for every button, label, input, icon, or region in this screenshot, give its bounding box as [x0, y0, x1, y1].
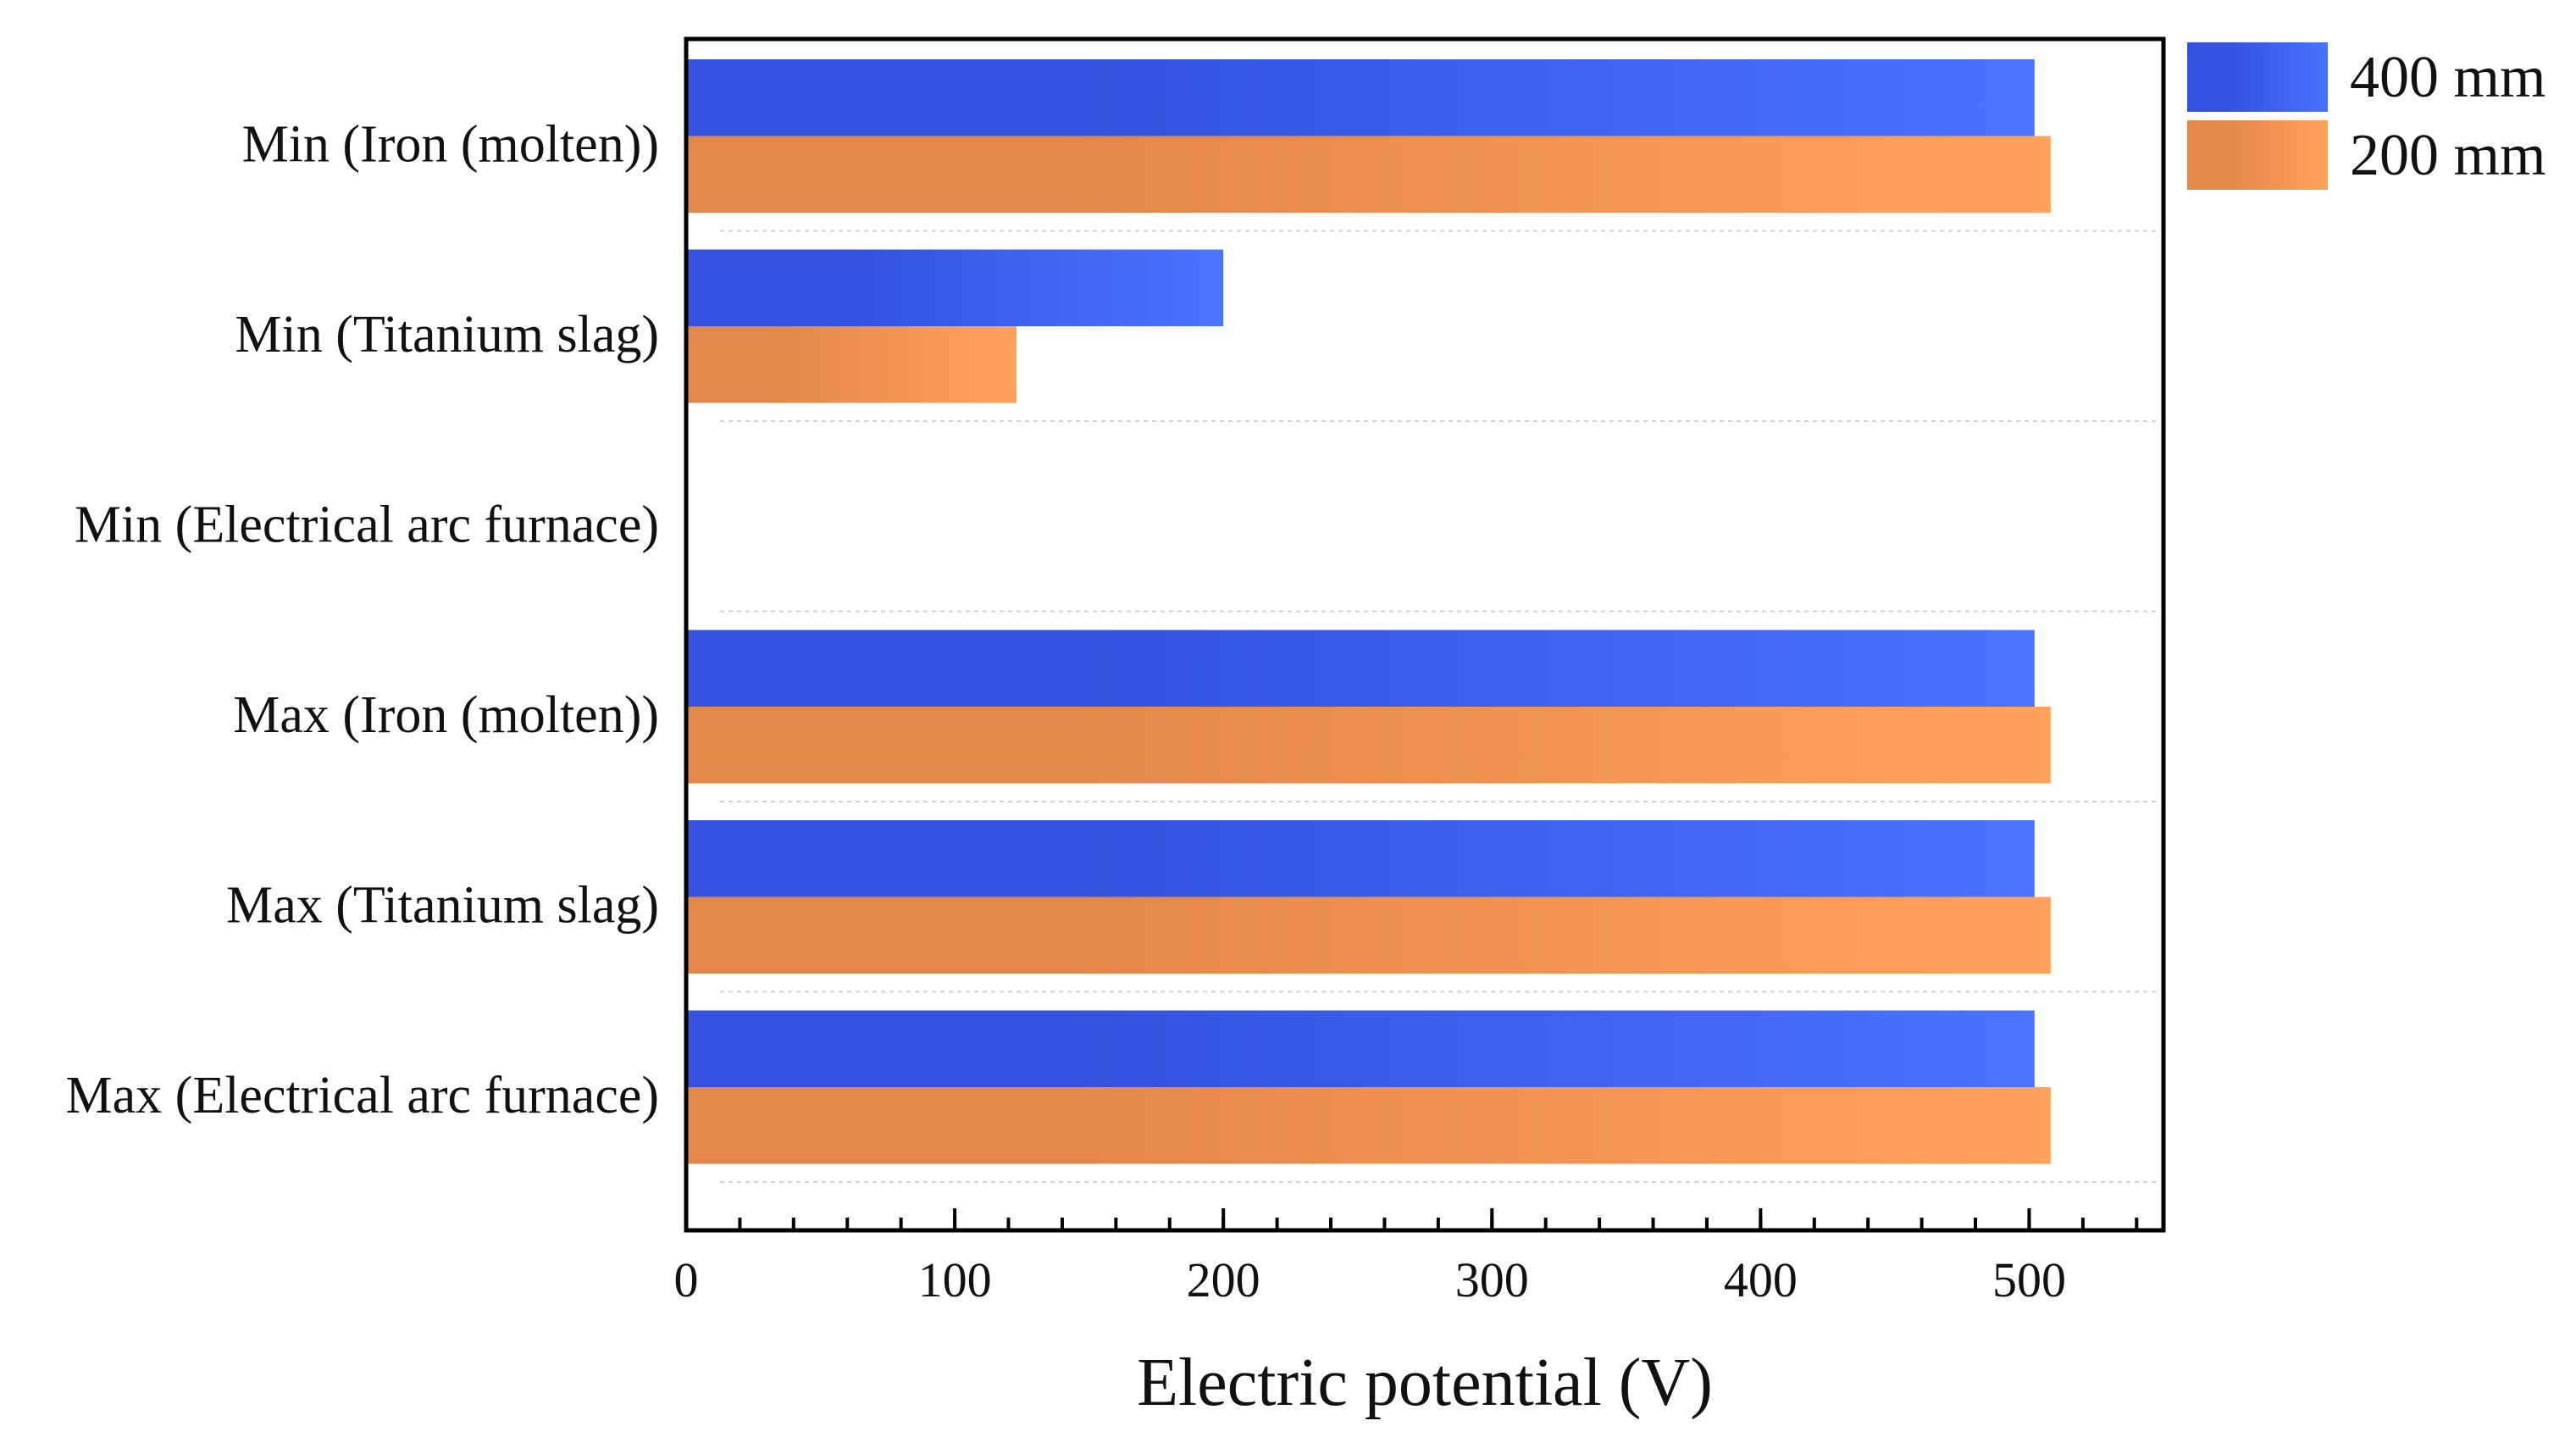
category-label-min-electrical-arc-furnace: Min (Electrical arc furnace): [75, 497, 659, 554]
bar-200-mm-max-electrical-arc-furnace: [686, 1087, 2051, 1164]
legend-label-400-mm: 400 mm: [2350, 45, 2546, 110]
x-axis-ticks: 0 100 200 300 400 500: [674, 1208, 2139, 1307]
x-tick-label-300: 300: [1455, 1252, 1529, 1307]
category-label-max-iron-molten: Max (Iron (molten)): [233, 686, 659, 744]
bar-400-mm-min-iron-molten: [686, 59, 2035, 136]
bar-200-mm-min-iron-molten: [686, 136, 2051, 213]
plot-frame: [684, 36, 2166, 1233]
x-axis-title: Electric potential (V): [1137, 1346, 1713, 1420]
bars: [686, 59, 2051, 1164]
bar-200-mm-max-iron-molten: [686, 707, 2051, 784]
category-label-max-electrical-arc-furnace: Max (Electrical arc furnace): [66, 1067, 659, 1124]
x-tick-label-200: 200: [1187, 1252, 1260, 1307]
bar-400-mm-min-titanium-slag: [686, 249, 1224, 326]
legend-swatch-200-mm: [2187, 120, 2328, 190]
bar-200-mm-min-titanium-slag: [686, 326, 1017, 403]
legend: 400 mm 200 mm: [2187, 42, 2546, 190]
x-tick-label-500: 500: [1992, 1252, 2066, 1307]
legend-swatch-400-mm: [2187, 42, 2328, 112]
bar-400-mm-max-titanium-slag: [686, 820, 2035, 897]
x-tick-label-400: 400: [1724, 1252, 1798, 1307]
category-label-max-titanium-slag: Max (Titanium slag): [226, 877, 659, 935]
grid-lines: [720, 230, 2158, 1183]
bar-400-mm-max-iron-molten: [686, 630, 2035, 707]
x-tick-label-100: 100: [918, 1252, 992, 1307]
bar-400-mm-max-electrical-arc-furnace: [686, 1010, 2035, 1087]
category-label-min-iron-molten: Min (Iron (molten)): [242, 116, 659, 174]
legend-label-200-mm: 200 mm: [2350, 123, 2546, 188]
bar-200-mm-max-titanium-slag: [686, 896, 2051, 974]
y-axis-category-labels: Min (Iron (molten)) Min (Titanium slag) Mi…: [66, 116, 659, 1125]
x-tick-label-0: 0: [674, 1252, 699, 1307]
category-label-min-titanium-slag: Min (Titanium slag): [235, 306, 659, 364]
